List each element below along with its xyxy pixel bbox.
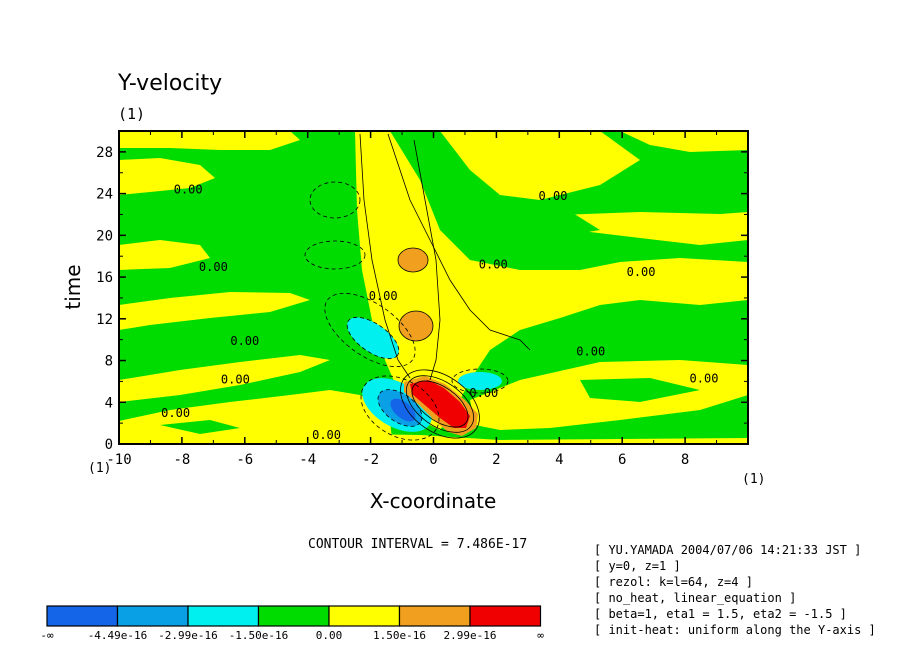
yellow-region	[119, 158, 215, 195]
colorbar-label: -∞	[40, 629, 54, 642]
plot-field	[119, 131, 748, 444]
y-tick-label: 24	[96, 187, 113, 203]
x-unit-label: (1)	[88, 461, 111, 476]
contour-lines	[359, 133, 531, 439]
contour-label: 0.00	[312, 428, 341, 442]
y-tick-label: 20	[96, 228, 113, 244]
positive-core	[410, 380, 470, 428]
chart-unit-label: (1)	[118, 105, 145, 123]
x-tick-label: -10	[106, 452, 131, 468]
y-tick-label: 12	[96, 312, 113, 328]
colorbar-label: 0.00	[316, 629, 343, 642]
colorbar-label: -2.99e-16	[158, 629, 218, 642]
yellow-region	[620, 131, 748, 152]
x-tick-label: -6	[236, 452, 253, 468]
info-line: [ rezol: k=l=64, z=4 ]	[594, 575, 753, 589]
contour-labels: 0.00 0.00 0.00 0.00 0.00 0.00 0.00 0.00 0.00 0.00…	[161, 183, 718, 442]
colorbar-swatch	[469, 605, 542, 627]
green-island	[500, 200, 600, 240]
x-tick-label: -2	[362, 452, 379, 468]
yellow-region	[119, 131, 300, 150]
yellow-region	[119, 240, 210, 270]
contour-label: 0.00	[221, 372, 250, 386]
y-tick-label: 0	[105, 437, 113, 453]
green-island	[580, 378, 700, 402]
y-axis-label: time	[61, 264, 85, 309]
info-box: [ YU.YAMADA 2004/07/06 14:21:33 JST ] [ y…	[594, 543, 876, 637]
colorbar-label: -1.50e-16	[229, 629, 289, 642]
x-tick-label: 4	[555, 452, 563, 468]
yellow-region	[355, 131, 748, 430]
green-island	[160, 420, 240, 434]
colorbar-label: -4.49e-16	[88, 629, 148, 642]
contour-label: 0.00	[369, 289, 398, 303]
contour-label: 0.00	[690, 371, 719, 385]
info-line: [ no_heat, linear_equation ]	[594, 591, 796, 605]
colorbar-swatch	[257, 605, 330, 627]
contour-label: 0.00	[469, 386, 498, 400]
colorbar: -∞ -4.49e-16 -2.99e-16 -1.50e-16 0.00 1.50e-1…	[40, 605, 544, 642]
x-tick-label: 2	[492, 452, 500, 468]
y-tick-label: 8	[105, 354, 113, 370]
x-axis: -10 -8 -6 -4 -2 0 2 4 6 8	[106, 131, 718, 468]
colorbar-swatch	[116, 605, 189, 627]
y-tick-label: 4	[105, 395, 113, 411]
yellow-region	[440, 131, 640, 200]
info-line: [ init-heat: uniform along the Y-axis ]	[594, 623, 876, 637]
info-line: [ YU.YAMADA 2004/07/06 14:21:33 JST ]	[594, 543, 861, 557]
colorbar-swatch	[398, 605, 471, 627]
contour-label: 0.00	[199, 260, 228, 274]
negative-lobe	[458, 372, 502, 390]
colorbar-label: ∞	[537, 629, 544, 642]
negative-contours	[304, 181, 509, 441]
x-tick-label: -8	[173, 452, 190, 468]
chart-title: Y-velocity	[117, 71, 222, 96]
x-tick-label: -4	[299, 452, 316, 468]
contour-label: 0.00	[174, 183, 203, 197]
colorbar-label: 2.99e-16	[444, 629, 497, 642]
x-tick-label: 8	[681, 452, 689, 468]
contour-label: 0.00	[576, 344, 605, 358]
y-axis: 0 4 8 12 16 20 24 28	[96, 130, 748, 453]
y-tick-label: 16	[96, 270, 113, 286]
contour-label: 0.00	[479, 258, 508, 272]
colorbar-swatch	[46, 605, 119, 627]
colorbar-swatch	[328, 605, 401, 627]
colorbar-swatch	[187, 605, 260, 627]
contour-label: 0.00	[230, 334, 259, 348]
colorbar-label: 1.50e-16	[373, 629, 426, 642]
x-axis-label: X-coordinate	[370, 489, 497, 513]
y-unit-label: (1)	[742, 472, 765, 487]
info-line: [ beta=1, eta1 = 1.5, eta2 = -1.5 ]	[594, 607, 847, 621]
positive-lobe	[398, 248, 428, 272]
y-tick-label: 28	[96, 145, 113, 161]
info-line: [ y=0, z=1 ]	[594, 559, 681, 573]
contour-label: 0.00	[539, 189, 568, 203]
x-tick-label: 0	[429, 452, 437, 468]
contour-label: 0.00	[161, 406, 190, 420]
yellow-region	[119, 292, 310, 330]
negative-core	[390, 398, 416, 422]
x-tick-label: 6	[618, 452, 626, 468]
yellow-region	[119, 355, 330, 402]
contour-label: 0.00	[627, 265, 656, 279]
positive-lobe	[399, 311, 433, 341]
negative-lobe	[347, 317, 399, 359]
yellow-region	[560, 212, 748, 245]
contour-interval: CONTOUR INTERVAL = 7.486E-17	[308, 537, 527, 552]
